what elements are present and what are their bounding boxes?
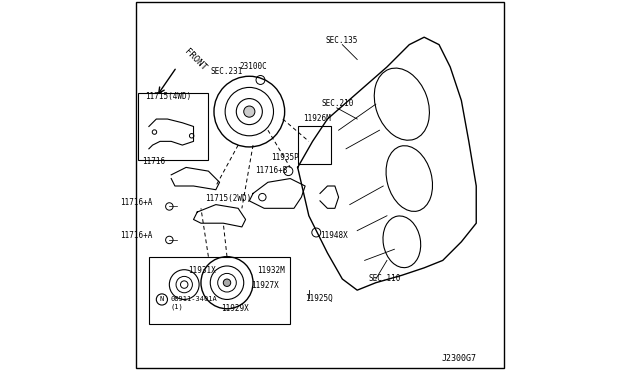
Text: 11932M: 11932M [257,266,285,275]
Text: 11716+A: 11716+A [120,231,152,240]
Text: J2300G7: J2300G7 [441,354,476,363]
Text: 11716+B: 11716+B [255,166,287,175]
Text: 11925Q: 11925Q [305,294,333,303]
Text: 11927X: 11927X [251,281,279,290]
Text: 11929X: 11929X [221,304,249,312]
Text: SEC.231: SEC.231 [211,67,243,76]
Text: 11948X: 11948X [320,231,348,240]
Bar [298,126,331,164]
Text: SEC.110: SEC.110 [369,274,401,283]
Text: 11931X: 11931X [188,266,216,275]
Text: FRONT: FRONT [182,47,208,72]
Bar [138,93,209,160]
Text: 08911-3401A: 08911-3401A [170,296,217,302]
Text: 11926M: 11926M [303,114,331,123]
Text: 11935P: 11935P [271,153,298,162]
Text: 11716: 11716 [143,157,166,166]
Text: 11715(4WD): 11715(4WD) [145,92,191,101]
Text: 11716+A: 11716+A [120,198,152,206]
Bar [149,257,291,324]
Text: SEC.135: SEC.135 [326,36,358,45]
Text: 11715(2WD): 11715(2WD) [205,194,251,203]
Text: (1): (1) [170,304,183,310]
Circle shape [223,279,231,286]
Text: SEC.210: SEC.210 [322,99,354,108]
Circle shape [244,106,255,117]
Text: N: N [160,296,164,302]
Text: 23100C: 23100C [239,62,267,71]
